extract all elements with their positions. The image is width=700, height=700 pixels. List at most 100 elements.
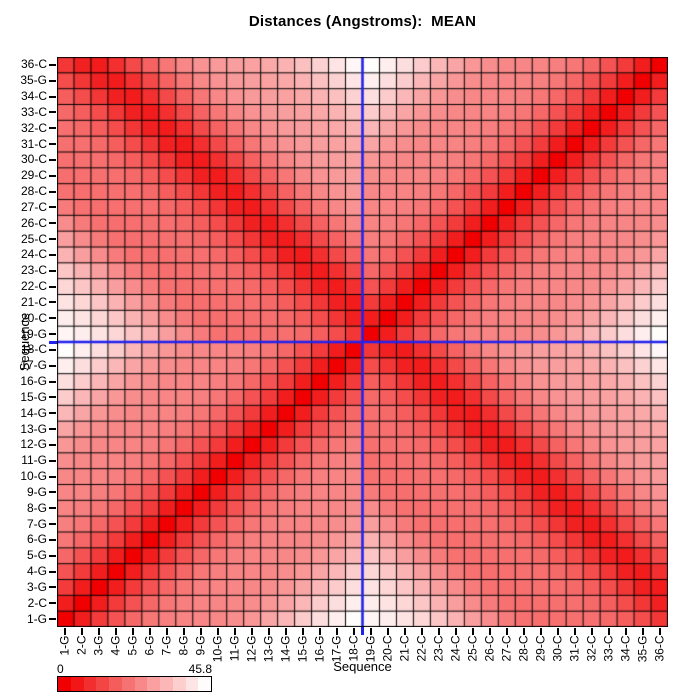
x-tick-mark <box>488 628 491 635</box>
colorbar-segment <box>185 677 199 691</box>
y-tick-label: 26-C <box>20 215 47 230</box>
x-tick-mark <box>505 628 508 635</box>
heatmap[interactable] <box>57 57 668 627</box>
y-tick-label: 14-G <box>20 405 47 420</box>
y-tick-label: 22-C <box>20 279 47 294</box>
y-tick-label: 8-G <box>26 500 47 515</box>
y-tick-mark <box>49 523 56 526</box>
x-tick-mark <box>658 628 661 635</box>
y-tick-mark <box>49 554 56 557</box>
y-tick-label: 4-G <box>26 564 47 579</box>
x-tick-mark <box>386 628 389 635</box>
x-tick-mark <box>353 628 355 635</box>
y-tick-label: 6-G <box>26 532 47 547</box>
y-tick-label: 24-C <box>20 247 47 262</box>
x-tick-mark <box>403 628 406 635</box>
y-tick-label: 32-C <box>20 120 47 135</box>
figure-title: Distances (Angstroms): MEAN <box>248 13 477 30</box>
y-tick-mark <box>49 380 56 383</box>
y-tick-mark <box>49 538 56 541</box>
heatmap-plot-area <box>57 57 668 627</box>
x-tick-mark <box>369 628 372 635</box>
x-tick-mark <box>454 628 457 635</box>
y-tick-mark <box>49 222 56 225</box>
x-tick-mark <box>183 628 186 635</box>
y-tick-label: 27-C <box>20 199 47 214</box>
y-tick-mark <box>49 348 56 351</box>
y-tick-mark <box>49 586 56 589</box>
x-tick-mark <box>522 628 525 635</box>
y-tick-label: 17-G <box>20 358 47 373</box>
x-tick-mark <box>149 628 152 635</box>
x-tick-mark <box>64 628 67 635</box>
y-tick-label: 36-C <box>20 57 47 72</box>
x-tick-mark <box>200 628 203 635</box>
y-tick-label: 10-G <box>20 469 47 484</box>
colorbar-segment <box>172 677 186 691</box>
y-tick-label: 11-G <box>21 453 47 468</box>
y-tick-label: 35-G <box>20 73 47 88</box>
y-tick-mark <box>49 95 56 98</box>
y-tick-label: 7-G <box>26 516 47 531</box>
x-tick-mark <box>556 628 559 635</box>
y-tick-mark <box>49 570 56 573</box>
x-tick-mark <box>81 628 84 635</box>
y-tick-label: 15-G <box>20 389 47 404</box>
colorbar-segment <box>147 677 160 691</box>
y-tick-mark <box>49 333 56 336</box>
x-tick-mark <box>539 628 542 635</box>
colorbar-min-label: 0 <box>57 662 64 676</box>
x-tick-mark <box>98 628 101 635</box>
y-tick-label: 21-C <box>20 294 47 309</box>
y-tick-mark <box>49 158 56 161</box>
y-tick-mark <box>49 127 56 130</box>
y-tick-mark <box>49 143 56 146</box>
x-tick-mark <box>251 628 254 635</box>
y-tick-label: 18-C <box>20 342 47 357</box>
x-tick-mark <box>471 628 474 635</box>
y-tick-mark <box>49 443 56 446</box>
colorbar-segment <box>83 677 97 691</box>
y-tick-mark <box>49 602 56 605</box>
colorbar-segment <box>109 677 122 691</box>
y-tick-mark <box>49 238 56 241</box>
y-tick-label: 33-C <box>20 104 47 119</box>
x-axis-label: Sequence <box>333 659 392 674</box>
y-tick-mark <box>49 206 56 209</box>
y-tick-mark <box>49 174 56 177</box>
colorbar-segment <box>121 677 135 691</box>
x-tick-mark <box>336 628 339 635</box>
y-tick-mark <box>49 491 56 494</box>
colorbar-segment <box>198 677 211 691</box>
x-tick-mark <box>166 628 169 635</box>
colorbar <box>57 676 212 692</box>
y-tick-label: 3-G <box>26 579 47 594</box>
y-tick-label: 1-G <box>26 611 47 626</box>
y-tick-mark <box>49 364 56 367</box>
colorbar-max-label: 45.8 <box>188 662 212 676</box>
y-tick-label: 23-C <box>20 263 47 278</box>
y-tick-mark <box>49 428 56 431</box>
y-tick-mark <box>49 301 56 304</box>
y-tick-label: 12-G <box>20 437 47 452</box>
y-tick-label: 13-G <box>20 421 47 436</box>
x-tick-mark <box>607 628 610 635</box>
crosshair-vertical-stub <box>361 627 364 635</box>
y-tick-label: 31-C <box>20 136 47 151</box>
x-tick-mark <box>420 628 423 635</box>
colorbar-segment <box>134 677 148 691</box>
y-tick-mark <box>49 79 56 82</box>
y-tick-mark <box>49 317 56 320</box>
x-tick-mark <box>115 628 118 635</box>
y-tick-label: 19-G <box>20 326 47 341</box>
x-tick-mark <box>132 628 135 635</box>
x-tick-mark <box>437 628 440 635</box>
x-tick-mark <box>624 628 627 635</box>
y-tick-label: 30-C <box>20 152 47 167</box>
y-tick-mark <box>49 253 56 256</box>
y-tick-mark <box>49 459 56 462</box>
y-tick-mark <box>49 507 56 510</box>
y-tick-mark <box>49 111 56 114</box>
y-tick-label: 9-G <box>26 484 47 499</box>
